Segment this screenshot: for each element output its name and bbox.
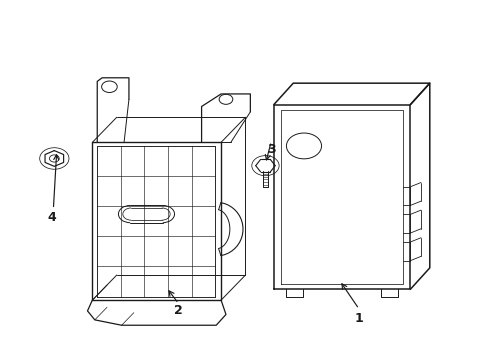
Text: 2: 2 bbox=[174, 305, 183, 318]
Text: 4: 4 bbox=[47, 211, 56, 224]
Text: 3: 3 bbox=[266, 143, 275, 156]
Text: 1: 1 bbox=[354, 311, 363, 325]
